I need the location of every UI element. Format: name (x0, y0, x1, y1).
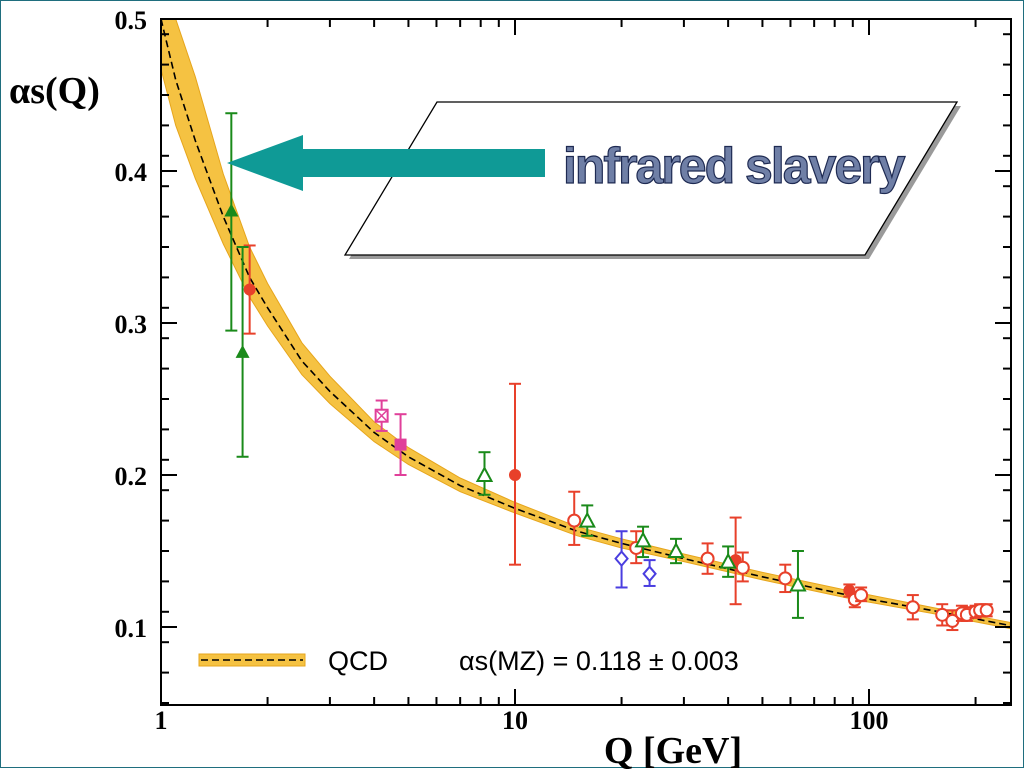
callout-box (343, 101, 959, 256)
data-point (614, 530, 629, 589)
data-point (719, 545, 737, 578)
y-tick-label-0.5: 0.5 (115, 6, 148, 35)
marker-open-triangle (578, 511, 596, 528)
marker-open-circle (905, 600, 920, 615)
legend-label: QCD (328, 646, 388, 676)
marker-open-circle (735, 560, 750, 575)
marker-open-triangle (667, 541, 685, 558)
marker-open-diamond (642, 565, 657, 583)
marker-open-triangle (475, 465, 494, 482)
legend-formula: αs(MZ) = 0.118 ± 0.003 (459, 646, 739, 676)
callout: infrared slavery (227, 101, 961, 259)
data-point (642, 559, 657, 587)
data-point (735, 551, 750, 583)
data-point (935, 603, 950, 627)
legend: QCD αs(MZ) = 0.118 ± 0.003 (198, 646, 739, 676)
plot-border (160, 18, 1012, 706)
y-axis-title: αs(Q) (9, 70, 100, 112)
marker-open-circle (778, 571, 793, 586)
marker-open-circle (935, 607, 950, 622)
marker-filled-triangle (224, 203, 239, 217)
marker-cross-b (376, 410, 388, 422)
data-point (667, 537, 685, 565)
data-point (778, 563, 793, 594)
marker-open-diamond (614, 550, 629, 568)
data-point (394, 413, 407, 476)
y-tick-labels: 0.1 0.2 0.3 0.4 0.5 (115, 6, 148, 643)
marker-filled-triangle (235, 344, 250, 358)
y-tick-label-0.4: 0.4 (115, 158, 148, 187)
qcd-central-curve (161, 19, 1011, 627)
marker-open-circle (854, 588, 869, 603)
data-point (854, 586, 869, 603)
y-tick-label-0.3: 0.3 (115, 310, 148, 339)
marker-filled-circle (509, 469, 521, 481)
marker-filled-square (394, 438, 407, 451)
data-point (567, 490, 582, 546)
qcd-uncertainty-band-layer (161, 19, 1011, 630)
data-point (634, 525, 652, 559)
x-tick-labels: 1 10 100 (155, 706, 889, 735)
data-point (374, 399, 389, 432)
plot-frame (160, 18, 1012, 706)
marker-open-circle (700, 551, 715, 566)
data-point (509, 382, 521, 566)
x-tick-label-100: 100 (850, 706, 889, 735)
axis-ticks (160, 18, 1011, 705)
y-tick-label-0.2: 0.2 (115, 462, 148, 491)
data-point (578, 504, 596, 537)
data-point (700, 542, 715, 575)
x-axis-title: Q [GeV] (604, 730, 742, 769)
data-point (905, 594, 920, 621)
callout-arrow (227, 135, 545, 191)
data-point (789, 550, 807, 619)
qcd-central-curve-layer (161, 19, 1011, 627)
marker-open-circle (567, 513, 582, 528)
marker-open-circle (979, 603, 994, 618)
data-point (235, 246, 250, 458)
marker-open-triangle (719, 552, 737, 569)
callout-text: infrared slavery (563, 138, 906, 194)
qcd-band (161, 19, 1011, 630)
data-points-layer (224, 112, 994, 632)
marker-filled-circle (243, 283, 256, 296)
marker-open-triangle (634, 531, 652, 548)
x-tick-label-10: 10 (502, 706, 528, 735)
data-point (224, 112, 239, 332)
x-tick-label-1: 1 (155, 706, 168, 735)
data-point (475, 451, 494, 496)
data-point (979, 603, 994, 618)
y-tick-label-0.1: 0.1 (115, 614, 148, 643)
marker-open-triangle (789, 575, 807, 592)
data-point (243, 244, 256, 335)
